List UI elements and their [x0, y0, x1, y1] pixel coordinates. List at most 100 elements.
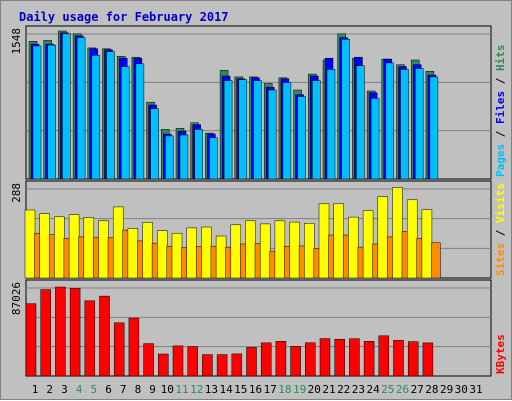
legend-kbytes: KBytes [494, 334, 507, 374]
bar-visits-day-23: Visits 23: 197 [348, 216, 359, 279]
bar-kbytes-day-25: KBytes 25: 39800 [378, 335, 390, 377]
legend-visits: Visits [494, 183, 507, 223]
bar-pages-day-18: Pages 18: 1030 [282, 82, 292, 180]
legend-hits-files-pages: Pages / Files / Hits [494, 45, 507, 178]
bar-visits-day-5: Visits 5: 195 [83, 217, 95, 279]
x-label-day-13: 13 [205, 383, 218, 396]
bar-visits-day-8: Visits 8: 160 [127, 228, 139, 279]
x-label-day-27: 27 [411, 383, 424, 396]
bar-pages-day-13: Pages 13: 440 [209, 137, 218, 180]
legend-hits: Hits [494, 45, 507, 72]
x-label-day-19: 19 [293, 383, 306, 396]
x-label-day-8: 8 [135, 383, 142, 396]
x-label-day-26: 26 [396, 383, 409, 396]
x-label-day-2: 2 [46, 383, 53, 396]
bar-kbytes-day-5: KBytes 5: 74400 [84, 300, 96, 377]
bar-visits-day-6: Visits 6: 185 [98, 220, 109, 279]
bar-kbytes-day-6: KBytes 6: 79000 [99, 295, 110, 377]
bar-kbytes-day-18: KBytes 18: 34300 [275, 341, 287, 377]
legend-files: Files [494, 91, 507, 124]
panel-frame [25, 279, 492, 377]
legend-kbytes: KBytes [494, 334, 507, 374]
bar-visits-day-19: Visits 19: 181 [289, 221, 300, 279]
x-label-day-28: 28 [425, 383, 438, 396]
bar-visits-day-22: Visits 22: 240 [333, 203, 344, 279]
bar-pages-day-28: Pages 28: 1090 [429, 76, 439, 180]
panel-visits-sites: 288Visits 1: 220Sites 1: 145Visits 2: 20… [10, 180, 507, 279]
bar-visits-day-3: Visits 3: 198 [54, 216, 65, 279]
x-label-day-4: 4 [76, 383, 83, 396]
x-label-day-6: 6 [105, 383, 112, 396]
bar-visits-day-9: Visits 9: 180 [142, 222, 153, 279]
x-label-day-21: 21 [322, 383, 335, 396]
bar-pages-day-4: Pages 4: 1510 [76, 37, 86, 180]
bar-visits-day-24: Visits 24: 218 [362, 210, 374, 279]
bar-pages-day-22: Pages 22: 1490 [341, 39, 350, 180]
bar-kbytes-day-8: KBytes 8: 57300 [128, 317, 140, 377]
x-label-day-17: 17 [264, 383, 277, 396]
x-label-day-16: 16 [249, 383, 262, 396]
y-max-label: 87026 [10, 282, 23, 315]
x-label-day-20: 20 [308, 383, 321, 396]
bar-visits-day-10: Visits 10: 153 [157, 230, 168, 279]
bar-pages-day-1: Pages 1: 1420 [32, 45, 42, 180]
y-max-label: 288 [10, 183, 23, 203]
bar-pages-day-8: Pages 8: 1230 [135, 63, 145, 180]
bar-kbytes-day-23: KBytes 23: 36900 [349, 338, 360, 377]
x-label-day-12: 12 [190, 383, 203, 396]
bar-pages-day-25: Pages 25: 1240 [385, 62, 395, 180]
x-label-day-11: 11 [175, 383, 188, 396]
bar-pages-day-23: Pages 23: 1210 [356, 65, 365, 180]
bar-pages-day-20: Pages 20: 1050 [312, 80, 321, 180]
bar-visits-day-20: Visits 20: 177 [304, 223, 315, 279]
bar-kbytes-day-26: KBytes 26: 35300 [393, 340, 404, 377]
bar-pages-day-12: Pages 12: 530 [194, 129, 203, 180]
bar-pages-day-24: Pages 24: 860 [370, 98, 380, 180]
legend-visits-sites: Sites / Visits [494, 183, 507, 276]
bar-pages-day-16: Pages 16: 1050 [253, 80, 262, 180]
x-label-day-29: 29 [440, 383, 453, 396]
chart-title: Daily usage for February 2017 [19, 10, 229, 24]
bar-pages-day-17: Pages 17: 950 [267, 89, 277, 180]
bar-visits-day-4: Visits 4: 205 [68, 214, 80, 279]
x-label-day-9: 9 [149, 383, 156, 396]
bar-pages-day-21: Pages 21: 1170 [326, 69, 336, 180]
bar-kbytes-day-19: KBytes 19: 29300 [290, 346, 301, 377]
bar-kbytes-day-2: KBytes 2: 85400 [40, 289, 51, 377]
bar-pages-day-7: Pages 7: 1200 [120, 66, 130, 180]
bar-pages-day-3: Pages 3: 1550 [62, 33, 71, 180]
x-label-day-14: 14 [219, 383, 233, 396]
x-label-day-23: 23 [352, 383, 365, 396]
bar-pages-day-26: Pages 26: 1170 [400, 69, 409, 180]
bar-kbytes-day-15: KBytes 15: 21900 [231, 353, 243, 377]
bar-kbytes-day-14: KBytes 14: 21200 [216, 354, 228, 377]
bar-kbytes-day-11: KBytes 11: 29800 [172, 345, 184, 377]
bar-sites-day-28: Sites 28: 114 [431, 242, 441, 279]
bar-pages-day-6: Pages 6: 1360 [106, 51, 115, 180]
bar-kbytes-day-17: KBytes 17: 32800 [260, 342, 272, 377]
bar-visits-day-18: Visits 18: 185 [274, 220, 286, 279]
x-label-day-30: 30 [455, 383, 468, 396]
x-label-day-1: 1 [32, 383, 39, 396]
x-axis-labels: 1 2 3 4 5 6 7 8 9 10 11 12 13 14 15 16 17 18 19 20 21 22 23 24 2… [32, 383, 483, 396]
x-label-day-15: 15 [234, 383, 247, 396]
x-label-day-18: 18 [278, 383, 291, 396]
bar-visits-day-7: Visits 7: 230 [112, 206, 124, 279]
bar-kbytes-day-3: KBytes 3: 88000 [55, 286, 66, 377]
bar-kbytes-day-24: KBytes 24: 34300 [363, 341, 375, 377]
legend-separator: / [494, 124, 507, 144]
bar-kbytes-day-16: KBytes 16: 28300 [246, 347, 257, 377]
bar-visits-day-13: Visits 13: 165 [201, 226, 212, 279]
bar-visits-day-26: Visits 26: 293 [392, 187, 403, 279]
bar-pages-day-11: Pages 11: 470 [179, 134, 189, 180]
bar-kbytes-day-9: KBytes 9: 32000 [143, 343, 154, 377]
bar-pages-day-19: Pages 19: 880 [297, 96, 306, 180]
x-label-day-25: 25 [381, 383, 394, 396]
bar-pages-day-9: Pages 9: 750 [150, 108, 159, 180]
x-label-day-31: 31 [469, 383, 482, 396]
bar-visits-day-14: Visits 14: 136 [215, 235, 227, 279]
legend-sites: Sites [494, 243, 507, 276]
legend-pages: Pages [494, 144, 507, 177]
